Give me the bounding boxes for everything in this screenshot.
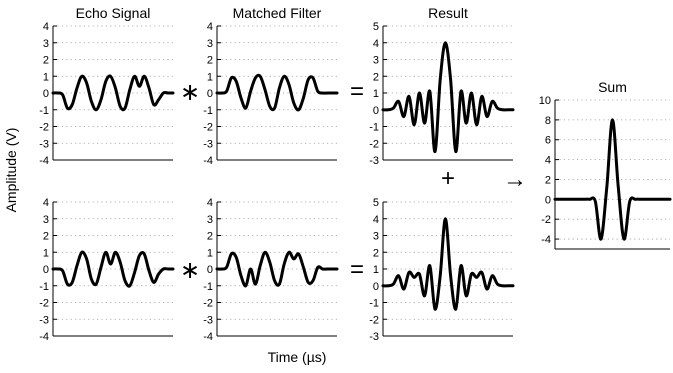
y-tick-label: 0 xyxy=(373,281,379,293)
y-tick-label: -4 xyxy=(39,155,49,167)
y-tick-label: 2 xyxy=(43,55,49,67)
y-tick-label: 1 xyxy=(207,247,213,259)
y-tick-label: -2 xyxy=(39,298,49,310)
y-tick-label: 3 xyxy=(43,214,49,226)
y-tick-label: 2 xyxy=(43,231,49,243)
y-tick-label: 0 xyxy=(207,88,213,100)
y-tick-label: -4 xyxy=(203,155,213,167)
signal-line-echo-top xyxy=(51,74,175,112)
y-tick-label: 1 xyxy=(373,264,379,276)
signal-line-echo-bottom xyxy=(51,250,175,288)
y-tick-label: -3 xyxy=(203,314,213,326)
y-axis-label: Amplitude (V) xyxy=(3,128,19,213)
panel-title: Result xyxy=(428,5,468,21)
y-tick-label: 0 xyxy=(207,264,213,276)
y-tick-label: 0 xyxy=(545,194,551,206)
y-tick-label: -4 xyxy=(39,331,49,343)
y-tick-label: -2 xyxy=(39,122,49,134)
y-tick-label: -1 xyxy=(39,105,49,117)
convolve-operator-bottom: ∗ xyxy=(180,257,200,284)
convolve-operator-top: ∗ xyxy=(180,79,200,106)
y-tick-label: 4 xyxy=(373,38,379,50)
y-tick-label: -1 xyxy=(369,298,379,310)
y-tick-label: 5 xyxy=(373,21,379,33)
y-tick-label: 3 xyxy=(373,231,379,243)
y-tick-label: 8 xyxy=(545,115,551,127)
y-tick-label: -2 xyxy=(369,314,379,326)
panel-filter-top: 4 3 2 1 0 -1 -2 -3 -4 Matched Filter xyxy=(203,5,339,167)
y-tick-label: 6 xyxy=(545,135,551,147)
panel-title: Sum xyxy=(598,79,627,95)
signal-line-sum xyxy=(553,118,672,241)
y-tick-label: 4 xyxy=(207,21,213,33)
panel-result-bottom: 5 4 3 2 1 0 -1 -2 -3 xyxy=(369,197,515,343)
plus-operator: + xyxy=(441,165,455,192)
y-tick-label: 4 xyxy=(43,197,49,209)
signal-line-filter-bottom xyxy=(215,250,339,288)
x-axis-label: Time (µs) xyxy=(268,349,327,365)
y-tick-label: -3 xyxy=(39,138,49,150)
y-tick-label: 2 xyxy=(545,174,551,186)
y-tick-label: 10 xyxy=(539,95,551,107)
signal-line-result-bottom xyxy=(381,217,515,311)
y-tick-label: 0 xyxy=(43,264,49,276)
y-tick-label: -3 xyxy=(39,314,49,326)
y-tick-label: -2 xyxy=(203,122,213,134)
equals-operator-bottom: = xyxy=(350,256,364,283)
y-tick-label: 1 xyxy=(43,71,49,83)
y-tick-label: 5 xyxy=(373,197,379,209)
y-tick-label: -1 xyxy=(369,122,379,134)
y-tick-label: 1 xyxy=(43,247,49,259)
y-tick-label: 4 xyxy=(43,21,49,33)
y-tick-label: 0 xyxy=(43,88,49,100)
y-tick-label: -1 xyxy=(203,281,213,293)
y-tick-label: -3 xyxy=(203,138,213,150)
y-tick-label: 2 xyxy=(373,247,379,259)
y-tick-label: -3 xyxy=(369,155,379,167)
y-tick-label: 1 xyxy=(207,71,213,83)
y-tick-label: -1 xyxy=(203,105,213,117)
y-tick-label: 3 xyxy=(207,38,213,50)
y-tick-label: 4 xyxy=(373,214,379,226)
y-tick-label: -4 xyxy=(203,331,213,343)
y-tick-label: -2 xyxy=(203,298,213,310)
y-tick-label: 2 xyxy=(373,71,379,83)
y-tick-label: 1 xyxy=(373,88,379,100)
y-tick-label: -3 xyxy=(369,331,379,343)
panel-echo-top: 4 3 2 1 0 -1 -2 -3 -4 Echo Signal xyxy=(39,5,175,167)
y-tick-label: 2 xyxy=(207,231,213,243)
panel-echo-bottom: 4 3 2 1 0 -1 -2 -3 -4 xyxy=(39,197,175,343)
equals-operator-top: = xyxy=(350,78,364,105)
panel-sum: 10 8 6 4 2 0 -2 -4 Sum xyxy=(539,79,672,250)
y-tick-label: 4 xyxy=(207,197,213,209)
signal-line-result-top xyxy=(381,41,515,154)
panel-title: Matched Filter xyxy=(233,5,322,21)
y-tick-label: 2 xyxy=(207,55,213,67)
y-tick-label: -2 xyxy=(369,138,379,150)
y-tick-label: 3 xyxy=(43,38,49,50)
y-tick-label: 3 xyxy=(207,214,213,226)
y-tick-label: 3 xyxy=(373,55,379,67)
panel-result-top: 5 4 3 2 1 0 -1 -2 -3 Result xyxy=(369,5,515,167)
panel-filter-bottom: 4 3 2 1 0 -1 -2 -3 -4 xyxy=(203,197,339,343)
y-tick-label: -4 xyxy=(541,234,551,246)
y-tick-label: -2 xyxy=(541,214,551,226)
signal-line-filter-top xyxy=(215,73,339,112)
y-tick-label: 4 xyxy=(545,155,551,167)
y-tick-label: -1 xyxy=(39,281,49,293)
panel-title: Echo Signal xyxy=(76,5,151,21)
arrow-operator: → xyxy=(503,166,527,193)
y-tick-label: 0 xyxy=(373,105,379,117)
